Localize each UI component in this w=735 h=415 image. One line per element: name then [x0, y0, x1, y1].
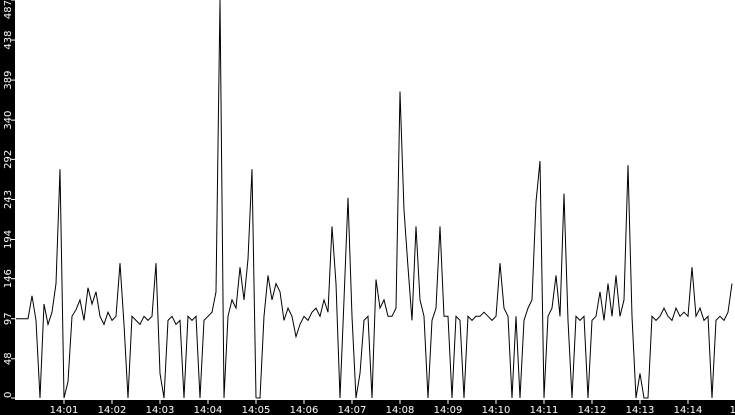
y-tick-label: 97	[3, 312, 14, 325]
y-axis: 0 48 97 146 194 243 292 340 389 438 487	[3, 0, 16, 399]
x-tick-label: 14:04	[194, 405, 223, 415]
y-tick-label: 487	[3, 0, 14, 19]
x-tick-label: 14:14	[674, 405, 703, 415]
series-line	[16, 0, 733, 399]
series-group	[16, 0, 733, 399]
y-tick-label: 292	[3, 150, 14, 169]
x-tick-label: 14:01	[50, 405, 79, 415]
y-tick-label: 340	[3, 111, 14, 130]
x-tick-label: 14:07	[338, 405, 367, 415]
x-axis-bar	[0, 400, 735, 415]
y-tick-label: 146	[3, 269, 14, 288]
x-tick-label: 14:06	[290, 405, 319, 415]
x-tick-label: 14	[730, 405, 735, 415]
x-tick-label: 14:03	[146, 405, 175, 415]
y-tick-label: 438	[3, 30, 14, 49]
y-axis-bar	[0, 0, 15, 415]
y-tick-label: 243	[3, 190, 14, 209]
y-tick-label: 389	[3, 71, 14, 90]
y-tick-label: 0	[3, 392, 14, 398]
x-tick-label: 14:10	[482, 405, 511, 415]
x-tick-label: 14:11	[530, 405, 559, 415]
x-tick-label: 14:09	[434, 405, 463, 415]
x-axis: 14:01 14:02 14:03 14:04 14:05 14:06 14:07 14:08…	[50, 398, 735, 415]
y-tick-label: 48	[3, 352, 14, 365]
x-tick-label: 14:08	[386, 405, 415, 415]
x-tick-label: 14:13	[626, 405, 655, 415]
y-tick-label: 194	[3, 230, 14, 249]
x-tick-label: 14:12	[578, 405, 607, 415]
x-tick-label: 14:05	[242, 405, 271, 415]
x-tick-label: 14:02	[98, 405, 127, 415]
